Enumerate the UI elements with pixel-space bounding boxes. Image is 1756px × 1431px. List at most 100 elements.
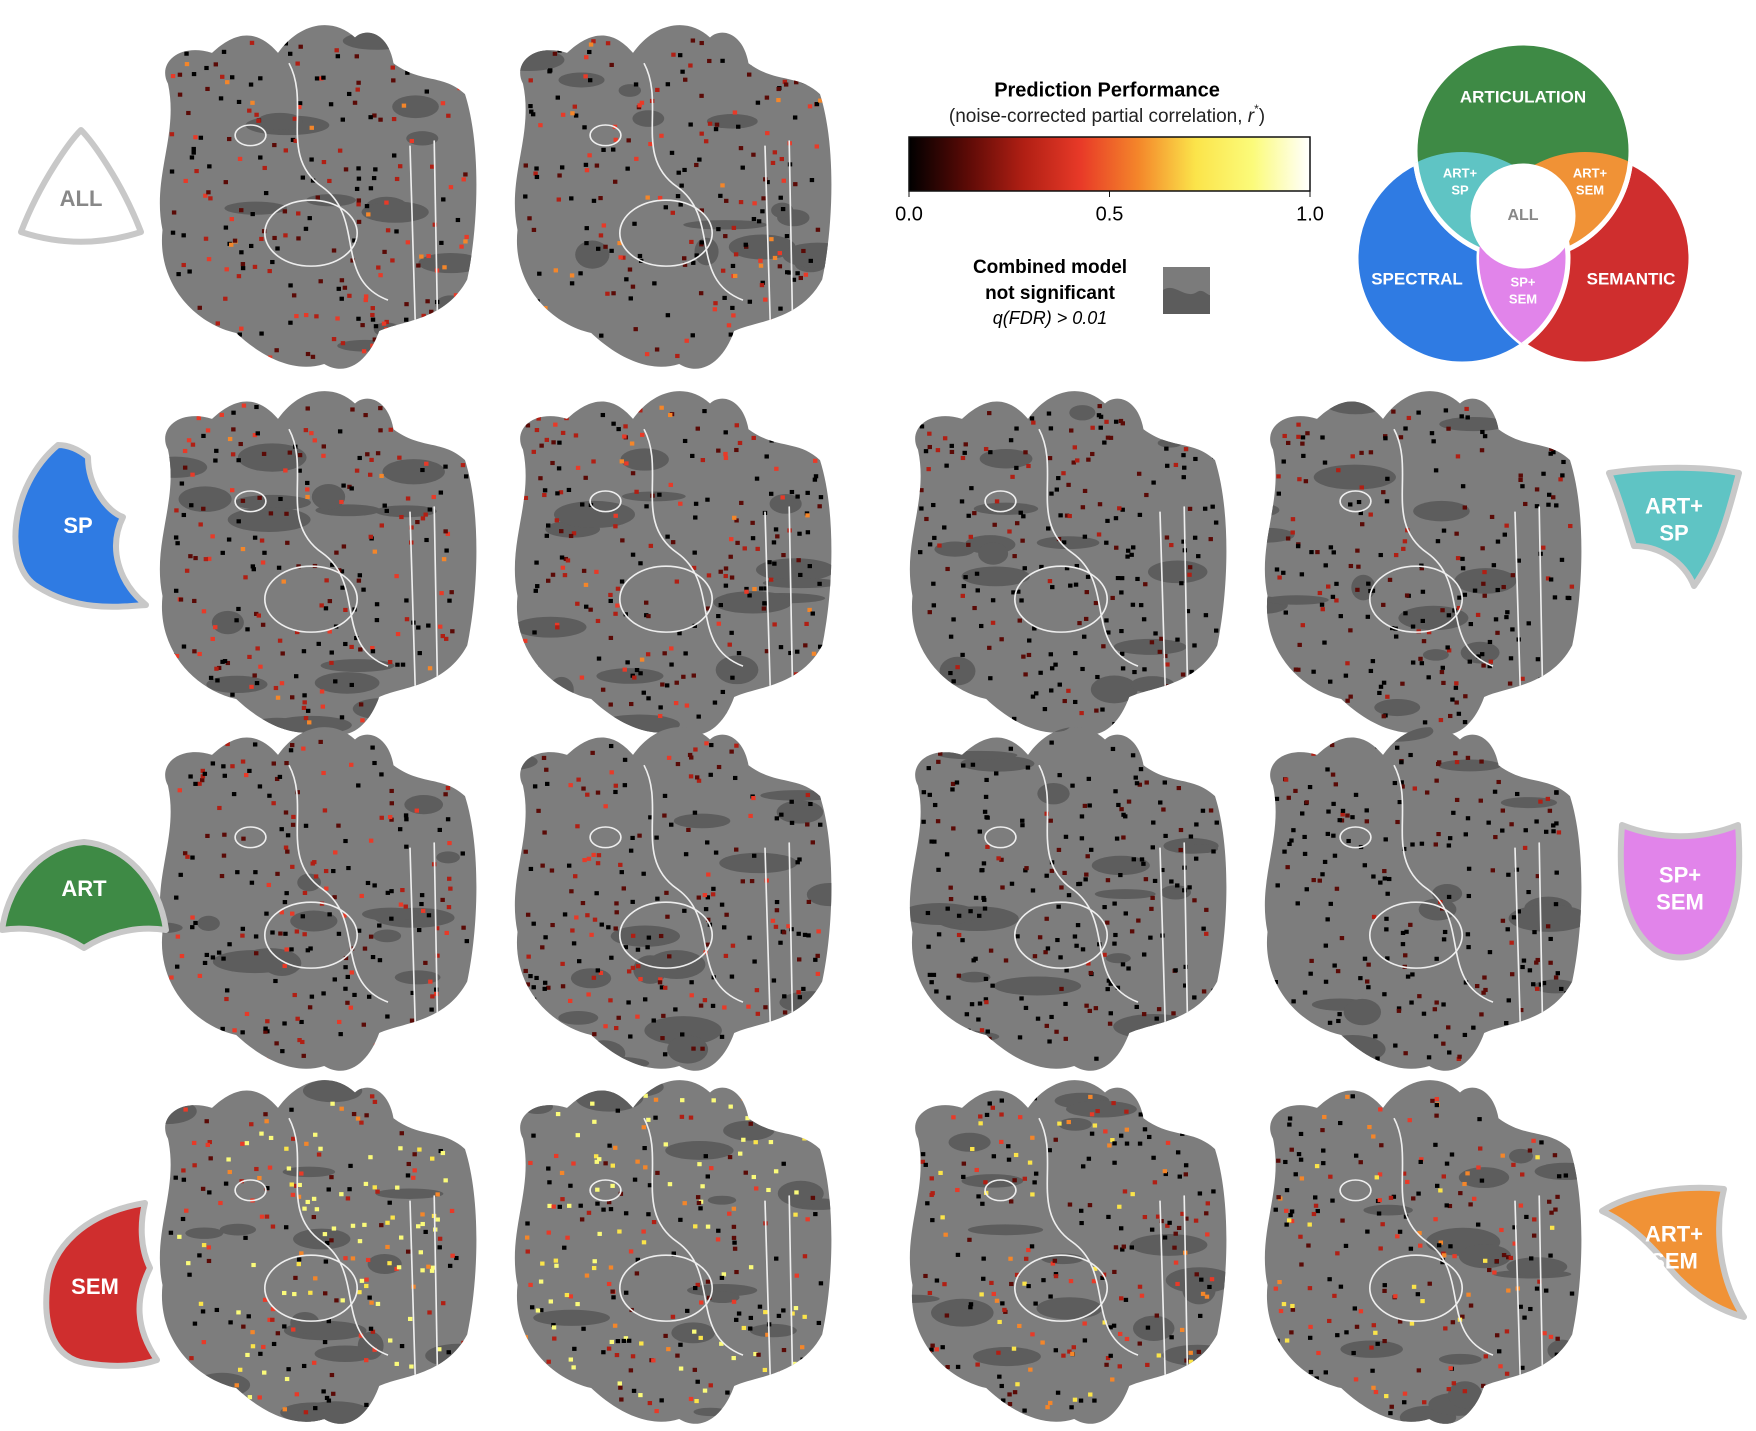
activation-voxel xyxy=(390,1215,395,1220)
activation-voxel xyxy=(1089,847,1094,852)
activation-voxel xyxy=(358,702,364,707)
activation-voxel xyxy=(1408,922,1413,927)
activation-voxel xyxy=(814,701,819,706)
activation-voxel xyxy=(347,293,352,298)
activation-voxel xyxy=(560,430,566,435)
activation-voxel xyxy=(545,523,551,528)
activation-voxel xyxy=(738,200,744,205)
activation-voxel xyxy=(1327,1020,1333,1025)
activation-voxel xyxy=(1382,868,1387,874)
activation-voxel xyxy=(305,351,311,357)
activation-voxel xyxy=(567,1203,572,1208)
activation-voxel xyxy=(968,909,973,914)
activation-voxel xyxy=(1534,487,1540,492)
activation-voxel xyxy=(1399,760,1404,765)
activation-voxel xyxy=(192,598,197,604)
activation-voxel xyxy=(1097,502,1103,507)
activation-voxel xyxy=(307,216,312,221)
activation-voxel xyxy=(550,572,556,577)
activation-voxel xyxy=(409,1018,415,1023)
activation-voxel xyxy=(755,546,760,551)
activation-voxel xyxy=(981,895,986,900)
activation-voxel xyxy=(706,1295,712,1300)
activation-voxel xyxy=(294,1392,300,1397)
activation-voxel xyxy=(251,1262,256,1268)
activation-voxel xyxy=(936,759,941,764)
activation-voxel xyxy=(397,164,403,169)
activation-voxel xyxy=(284,947,289,952)
activation-voxel xyxy=(665,914,670,919)
activation-voxel xyxy=(1506,1255,1511,1260)
activation-voxel xyxy=(748,813,753,818)
activation-voxel xyxy=(356,783,361,788)
activation-voxel xyxy=(1296,422,1301,427)
activation-voxel xyxy=(798,275,803,281)
activation-voxel xyxy=(611,291,616,296)
activation-voxel xyxy=(1506,1288,1511,1293)
sulcus xyxy=(1312,727,1367,733)
activation-voxel xyxy=(1316,1350,1321,1356)
activation-voxel xyxy=(424,89,430,94)
activation-voxel xyxy=(356,198,362,203)
activation-voxel xyxy=(1082,634,1087,639)
activation-voxel xyxy=(571,711,576,716)
activation-voxel xyxy=(1207,1359,1212,1364)
activation-voxel xyxy=(378,428,383,433)
activation-voxel xyxy=(1526,889,1531,895)
activation-voxel xyxy=(420,1212,425,1217)
activation-voxel xyxy=(1183,1163,1189,1168)
activation-voxel xyxy=(814,144,819,149)
activation-voxel xyxy=(1378,684,1384,689)
activation-voxel xyxy=(585,792,590,797)
roi-outline xyxy=(984,826,1017,849)
activation-voxel xyxy=(1118,873,1123,878)
activation-voxel xyxy=(663,1142,668,1147)
activation-voxel xyxy=(366,212,371,217)
activation-voxel xyxy=(729,974,735,979)
sulcus xyxy=(931,1298,994,1327)
activation-voxel xyxy=(1555,971,1560,976)
activation-voxel xyxy=(716,448,721,453)
sulcus xyxy=(1266,1050,1291,1071)
sulcus xyxy=(521,1099,553,1115)
activation-voxel xyxy=(1382,1283,1387,1288)
activation-voxel xyxy=(721,925,727,930)
activation-voxel xyxy=(1566,678,1572,683)
activation-voxel xyxy=(1291,828,1296,833)
activation-voxel xyxy=(218,96,224,101)
activation-voxel xyxy=(1350,815,1355,820)
activation-voxel xyxy=(403,1110,409,1115)
activation-voxel xyxy=(533,1356,539,1361)
activation-voxel xyxy=(1159,636,1164,641)
activation-voxel xyxy=(556,466,562,471)
activation-voxel xyxy=(1064,513,1070,518)
activation-voxel xyxy=(258,664,263,669)
activation-voxel xyxy=(444,930,449,935)
activation-voxel xyxy=(810,611,815,616)
activation-voxel xyxy=(1132,669,1137,675)
activation-voxel xyxy=(404,598,409,603)
activation-voxel xyxy=(1207,1284,1212,1290)
activation-voxel xyxy=(197,651,202,657)
activation-voxel xyxy=(590,1101,595,1106)
activation-voxel xyxy=(273,978,278,984)
activation-voxel xyxy=(1180,672,1186,677)
activation-voxel xyxy=(1129,1245,1135,1250)
sulcus xyxy=(979,449,1033,469)
activation-voxel xyxy=(302,932,307,937)
activation-voxel xyxy=(788,650,793,656)
activation-voxel xyxy=(1487,1267,1492,1273)
activation-voxel xyxy=(200,768,205,773)
activation-voxel xyxy=(779,767,784,772)
activation-voxel xyxy=(752,586,757,592)
activation-voxel xyxy=(984,1112,990,1117)
activation-voxel xyxy=(1115,985,1121,990)
activation-voxel xyxy=(1175,883,1180,888)
activation-voxel xyxy=(987,411,992,416)
activation-voxel xyxy=(443,792,448,797)
activation-voxel xyxy=(1123,1297,1129,1302)
activation-voxel xyxy=(634,156,639,161)
activation-voxel xyxy=(394,176,400,182)
activation-voxel xyxy=(1214,820,1219,825)
activation-voxel xyxy=(1482,434,1488,439)
